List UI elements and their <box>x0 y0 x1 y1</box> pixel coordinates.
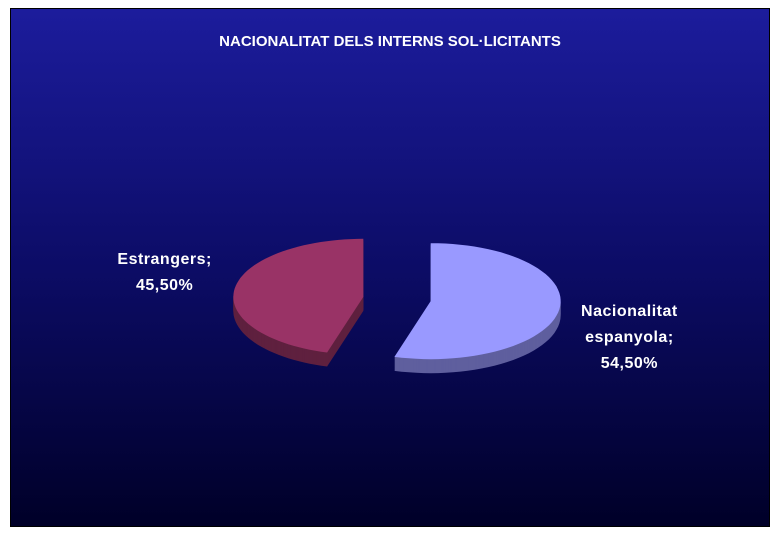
data-label: Estrangers; 45,50% <box>100 247 230 299</box>
pie-area <box>233 238 561 374</box>
chart: NACIONALITAT DELS INTERNS SOL·LICITANTS … <box>10 8 770 527</box>
category-label: Estrangers <box>117 250 206 268</box>
category-label: Nacionalitat espanyola <box>581 303 678 347</box>
data-label: Nacionalitat espanyola; 54,50% <box>564 299 694 377</box>
chart-title: NACIONALITAT DELS INTERNS SOL·LICITANTS <box>219 33 561 50</box>
label-separator: ; <box>206 250 212 268</box>
value-label: 45,50% <box>135 276 194 294</box>
label-separator: ; <box>667 329 674 347</box>
value-label: 54,50% <box>600 355 658 373</box>
slice <box>394 243 561 360</box>
slice <box>233 238 364 353</box>
